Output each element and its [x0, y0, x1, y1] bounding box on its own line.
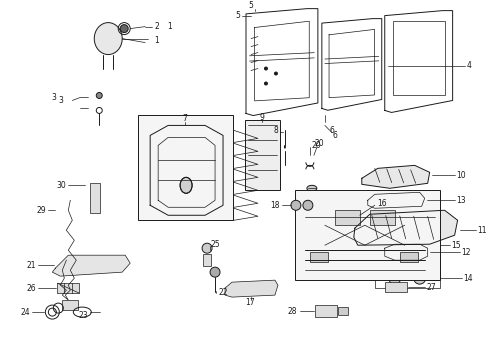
Ellipse shape: [96, 93, 102, 99]
Text: 9: 9: [259, 113, 264, 122]
Text: 4: 4: [466, 61, 470, 70]
Bar: [203, 254, 211, 266]
Text: 6: 6: [329, 126, 334, 135]
Bar: [392, 21, 444, 95]
Ellipse shape: [264, 67, 267, 70]
Text: 5: 5: [247, 1, 252, 10]
Text: 18: 18: [270, 201, 279, 210]
Text: 3: 3: [51, 93, 56, 102]
Text: 15: 15: [451, 241, 460, 250]
Text: 21: 21: [27, 261, 36, 270]
Bar: [62, 300, 78, 310]
Text: 5: 5: [235, 11, 240, 20]
Text: 20: 20: [311, 141, 321, 150]
Bar: [309, 252, 327, 262]
Bar: [294, 190, 439, 280]
Text: 3: 3: [59, 96, 63, 105]
Text: 20: 20: [314, 139, 324, 148]
Bar: [138, 116, 233, 220]
Text: 10: 10: [456, 171, 465, 180]
Bar: [90, 183, 100, 213]
Text: 26: 26: [27, 284, 36, 293]
Ellipse shape: [290, 200, 300, 210]
Ellipse shape: [210, 267, 220, 277]
Polygon shape: [361, 165, 429, 188]
Polygon shape: [353, 210, 457, 245]
Ellipse shape: [274, 72, 277, 75]
Ellipse shape: [202, 243, 212, 253]
Text: 7: 7: [182, 114, 186, 123]
Polygon shape: [367, 192, 424, 208]
Text: 12: 12: [461, 248, 470, 257]
Text: 30: 30: [57, 181, 66, 190]
Ellipse shape: [302, 200, 312, 210]
Text: 29: 29: [37, 206, 46, 215]
Text: 14: 14: [463, 274, 472, 283]
Bar: [334, 210, 359, 225]
Ellipse shape: [413, 272, 425, 284]
Text: 24: 24: [20, 307, 30, 316]
Bar: [244, 121, 279, 190]
Text: 23: 23: [79, 311, 88, 320]
Bar: [399, 252, 417, 262]
Bar: [337, 307, 347, 315]
Text: 16: 16: [376, 199, 386, 208]
Polygon shape: [224, 280, 277, 297]
Bar: [374, 268, 439, 288]
Text: 13: 13: [456, 196, 465, 205]
Ellipse shape: [264, 82, 267, 85]
Bar: [369, 210, 394, 225]
Ellipse shape: [94, 23, 122, 55]
Text: 22: 22: [218, 288, 227, 297]
Text: 17: 17: [244, 298, 254, 307]
Ellipse shape: [401, 248, 409, 256]
Text: 1: 1: [167, 22, 172, 31]
Bar: [314, 305, 336, 317]
Ellipse shape: [306, 185, 316, 191]
Polygon shape: [52, 255, 130, 276]
Text: 6: 6: [332, 131, 337, 140]
Text: 25: 25: [210, 240, 219, 249]
Bar: [384, 282, 406, 292]
Ellipse shape: [180, 177, 192, 193]
Ellipse shape: [120, 24, 128, 33]
Text: 2: 2: [154, 22, 159, 31]
Text: 8: 8: [273, 126, 277, 135]
Text: 28: 28: [287, 307, 296, 316]
Ellipse shape: [388, 272, 400, 284]
Text: 27: 27: [426, 283, 435, 292]
Text: 11: 11: [477, 226, 486, 235]
Text: 1: 1: [154, 36, 159, 45]
Bar: [57, 283, 79, 293]
